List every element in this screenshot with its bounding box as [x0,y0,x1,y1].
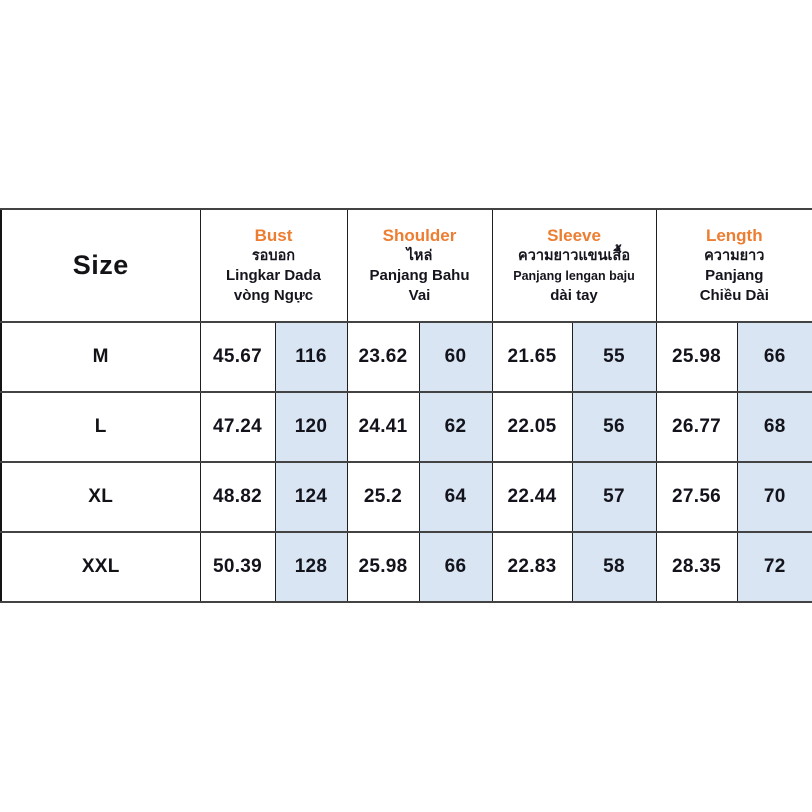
cell-sleeve-in: 22.05 [491,391,573,463]
cell-shoulder-cm: 66 [418,531,493,603]
cell-sleeve-cm: 57 [571,461,657,533]
sleeve-label-id: Panjang lengan baju [513,269,635,283]
cell-length-in: 28.35 [655,531,738,603]
bust-label-th: รอบอก [251,248,296,264]
cell-sleeve-in: 21.65 [491,321,573,393]
cell-length-in: 27.56 [655,461,738,533]
shoulder-label-vi: Vai [408,287,431,304]
sleeve-label-vi: dài tay [550,287,598,304]
sleeve-label-en: Sleeve [547,226,601,245]
cell-sleeve-cm: 56 [571,391,657,463]
column-header-sleeve: Sleeve ความยาวแขนเสื้อ Panjang lengan ba… [491,208,657,323]
cell-sleeve-in: 22.44 [491,461,573,533]
bust-label-id: Lingkar Dada [225,267,322,284]
cell-shoulder-in: 25.2 [346,461,420,533]
table-row-m: M 45.67 116 23.62 60 21.65 55 25.98 66 [0,321,812,393]
cell-sleeve-cm: 58 [571,531,657,603]
cell-bust-cm: 128 [274,531,348,603]
bust-label-vi: vòng Ngực [233,287,314,304]
bust-label-en: Bust [254,226,293,245]
column-header-bust: Bust รอบอก Lingkar Dada vòng Ngực [199,208,348,323]
length-label-id: Panjang [705,267,764,284]
cell-length-in: 25.98 [655,321,738,393]
cell-bust-cm: 120 [274,391,348,463]
cell-length-cm: 72 [736,531,812,603]
cell-bust-cm: 124 [274,461,348,533]
cell-bust-in: 50.39 [199,531,276,603]
cell-length-cm: 66 [736,321,812,393]
size-cell: XL [0,461,201,533]
cell-bust-in: 47.24 [199,391,276,463]
table-row-l: L 47.24 120 24.41 62 22.05 56 26.77 68 [0,391,812,463]
column-header-length: Length ความยาว Panjang Chiều Dài [655,208,812,323]
cell-length-in: 26.77 [655,391,738,463]
cell-length-cm: 70 [736,461,812,533]
length-label-vi: Chiều Dài [699,287,769,304]
size-column-header: Size [0,208,201,323]
column-header-shoulder: Shoulder ไหล่ Panjang Bahu Vai [346,208,493,323]
table-header-row: Size Bust รอบอก Lingkar Dada vòng Ngực S… [0,208,812,323]
cell-shoulder-cm: 62 [418,391,493,463]
cell-sleeve-cm: 55 [571,321,657,393]
cell-shoulder-cm: 60 [418,321,493,393]
size-cell: M [0,321,201,393]
shoulder-label-th: ไหล่ [406,248,433,264]
shoulder-label-en: Shoulder [382,226,457,245]
cell-bust-cm: 116 [274,321,348,393]
length-label-en: Length [705,226,763,245]
cell-shoulder-in: 25.98 [346,531,420,603]
cell-length-cm: 68 [736,391,812,463]
cell-shoulder-in: 23.62 [346,321,420,393]
size-cell: L [0,391,201,463]
size-chart-table: Size Bust รอบอก Lingkar Dada vòng Ngực S… [0,208,812,603]
length-label-th: ความยาว [704,248,765,264]
cell-shoulder-in: 24.41 [346,391,420,463]
table-row-xl: XL 48.82 124 25.2 64 22.44 57 27.56 70 [0,461,812,533]
table-row-xxl: XXL 50.39 128 25.98 66 22.83 58 28.35 72 [0,531,812,603]
cell-bust-in: 48.82 [199,461,276,533]
cell-shoulder-cm: 64 [418,461,493,533]
cell-bust-in: 45.67 [199,321,276,393]
shoulder-label-id: Panjang Bahu [369,267,470,284]
sleeve-label-th: ความยาวแขนเสื้อ [518,248,631,264]
size-cell: XXL [0,531,201,603]
cell-sleeve-in: 22.83 [491,531,573,603]
